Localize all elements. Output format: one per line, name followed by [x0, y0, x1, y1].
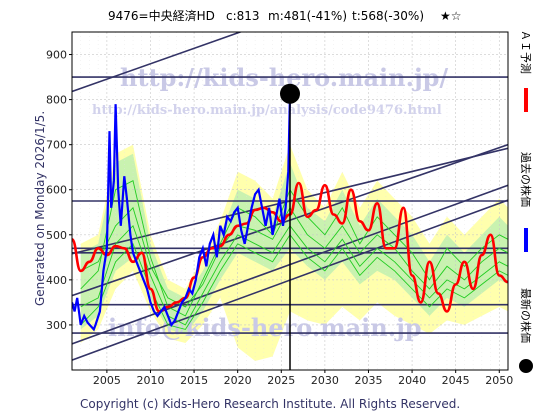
legend-latest-price: 最新の株価 — [519, 288, 533, 373]
copyright-footer: Copyright (c) Kids-Hero Research Institu… — [80, 397, 460, 411]
header-ticker: 9476=中央経済HD — [108, 8, 215, 23]
x-tick-label-2045: 2045 — [442, 374, 470, 387]
trend-channel-4 — [72, 32, 243, 93]
legend-ai-forecast-label: ＡＩ予測 — [519, 30, 533, 74]
x-tick-label-2005: 2005 — [93, 374, 121, 387]
y-tick-label-600: 600 — [46, 184, 67, 197]
y-axis: 300 400 500 600 700 800 900 — [46, 49, 72, 332]
x-tick-label-2035: 2035 — [354, 374, 382, 387]
green-scenario-line-0 — [80, 206, 508, 308]
price-series — [72, 83, 508, 370]
legend-latest-price-swatch — [519, 359, 533, 373]
green-scenario-line-2 — [80, 224, 508, 326]
past-price-line — [72, 93, 292, 332]
y-tick-label-300: 300 — [46, 319, 67, 332]
legend-past-price: 過去の株価 — [519, 152, 533, 252]
header-current-price: c:813 — [226, 9, 260, 23]
y-tick-label-800: 800 — [46, 94, 67, 107]
x-tick-label-2040: 2040 — [398, 374, 426, 387]
latest-price-marker — [280, 83, 300, 104]
header-rating-stars: ★☆ — [440, 9, 462, 23]
x-tick-label-2030: 2030 — [311, 374, 339, 387]
generated-date-label: Generated on Monday 2026/1/5. — [33, 111, 47, 306]
legend-latest-price-label: 最新の株価 — [519, 288, 533, 343]
watermark-mid: http://kids-hero.main.jp/analysis/code94… — [92, 103, 442, 118]
header-mid-price: m:481(-41%) — [268, 9, 347, 23]
plot-frame — [71, 31, 509, 371]
y-tick-label-700: 700 — [46, 139, 67, 152]
green-scenario-line-1 — [80, 180, 508, 317]
y-tick-label-500: 500 — [46, 229, 67, 242]
x-tick-label-2025: 2025 — [267, 374, 295, 387]
watermark-bottom: info@kids-hero.main.jp — [108, 313, 422, 342]
y-tick-label-400: 400 — [46, 274, 67, 287]
header-target-price: t:568(-30%) — [352, 9, 424, 23]
x-tick-label-2015: 2015 — [180, 374, 208, 387]
y-tick-label-900: 900 — [46, 49, 67, 62]
x-tick-label-2050: 2050 — [485, 374, 513, 387]
green-forecast-band — [80, 153, 508, 334]
legend-past-price-label: 過去の株価 — [519, 152, 533, 207]
chart-header: 9476=中央経済HD c:813 m:481(-41%) t:568(-30%… — [108, 8, 462, 23]
x-tick-label-2010: 2010 — [136, 374, 164, 387]
legend: ＡＩ予測 過去の株価 最新の株価 — [519, 30, 533, 373]
x-axis: 2005 2010 2015 2020 2025 2030 2035 2040 2045 2050 — [93, 370, 513, 387]
x-tick-label-2020: 2020 — [224, 374, 252, 387]
legend-ai-forecast: ＡＩ予測 — [519, 30, 533, 112]
